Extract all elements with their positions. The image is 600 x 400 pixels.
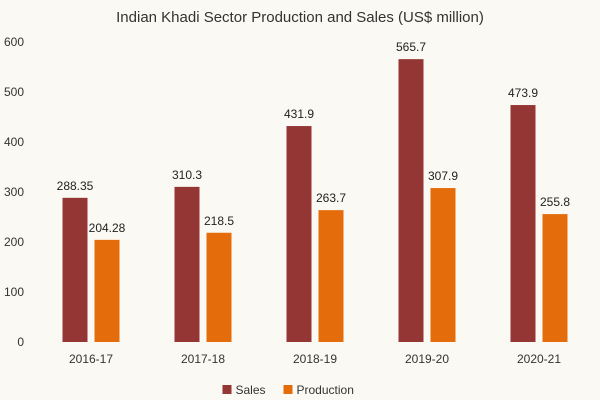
x-axis: 2016-17 2017-18 2018-19 2019-20 2020-21 xyxy=(69,352,561,366)
bar-sales-2019-20 xyxy=(398,59,424,343)
y-tick-label: 600 xyxy=(4,35,24,49)
bar-sales-2017-18 xyxy=(174,186,200,342)
legend-label-production: Production xyxy=(297,383,354,397)
data-label-sales-2016-17: 288.35 xyxy=(57,179,94,193)
bar-sales-2018-19 xyxy=(286,126,312,342)
y-tick-label: 100 xyxy=(4,285,24,299)
y-tick-label: 200 xyxy=(4,235,24,249)
x-category-label: 2018-19 xyxy=(293,352,337,366)
bar-production-2016-17 xyxy=(94,239,120,342)
bar-production-2019-20 xyxy=(430,188,456,342)
x-category-label: 2020-21 xyxy=(517,352,561,366)
data-label-production-2019-20: 307.9 xyxy=(428,169,458,183)
data-label-sales-2018-19: 431.9 xyxy=(284,107,314,121)
bar-production-2020-21 xyxy=(542,214,568,342)
data-label-production-2020-21: 255.8 xyxy=(540,195,570,209)
data-label-production-2016-17: 204.28 xyxy=(89,221,126,235)
bars-group: 288.35 204.28 310.3 218.5 431.9 263.7 565.7 307… xyxy=(57,40,570,343)
data-label-sales-2020-21: 473.9 xyxy=(508,86,538,100)
y-tick-label: 400 xyxy=(4,135,24,149)
legend-swatch-production xyxy=(283,385,293,394)
data-label-sales-2019-20: 565.7 xyxy=(396,40,426,54)
data-label-production-2017-18: 218.5 xyxy=(204,214,234,228)
bar-sales-2020-21 xyxy=(510,105,536,342)
data-label-production-2018-19: 263.7 xyxy=(316,191,346,205)
x-category-label: 2016-17 xyxy=(69,352,113,366)
legend-label-sales: Sales xyxy=(236,383,266,397)
bar-sales-2016-17 xyxy=(62,197,88,342)
bar-production-2018-19 xyxy=(318,210,344,342)
chart-title: Indian Khadi Sector Production and Sales… xyxy=(116,9,484,26)
data-label-sales-2017-18: 310.3 xyxy=(172,168,202,182)
y-tick-label: 300 xyxy=(4,185,24,199)
x-category-label: 2017-18 xyxy=(181,352,225,366)
bar-production-2017-18 xyxy=(206,232,232,342)
legend-swatch-sales xyxy=(222,385,232,394)
x-category-label: 2019-20 xyxy=(405,352,449,366)
y-tick-label: 0 xyxy=(17,335,24,349)
y-tick-label: 500 xyxy=(4,85,24,99)
y-axis: 0 100 200 300 400 500 600 xyxy=(4,35,24,349)
legend: Sales Production xyxy=(222,383,354,397)
